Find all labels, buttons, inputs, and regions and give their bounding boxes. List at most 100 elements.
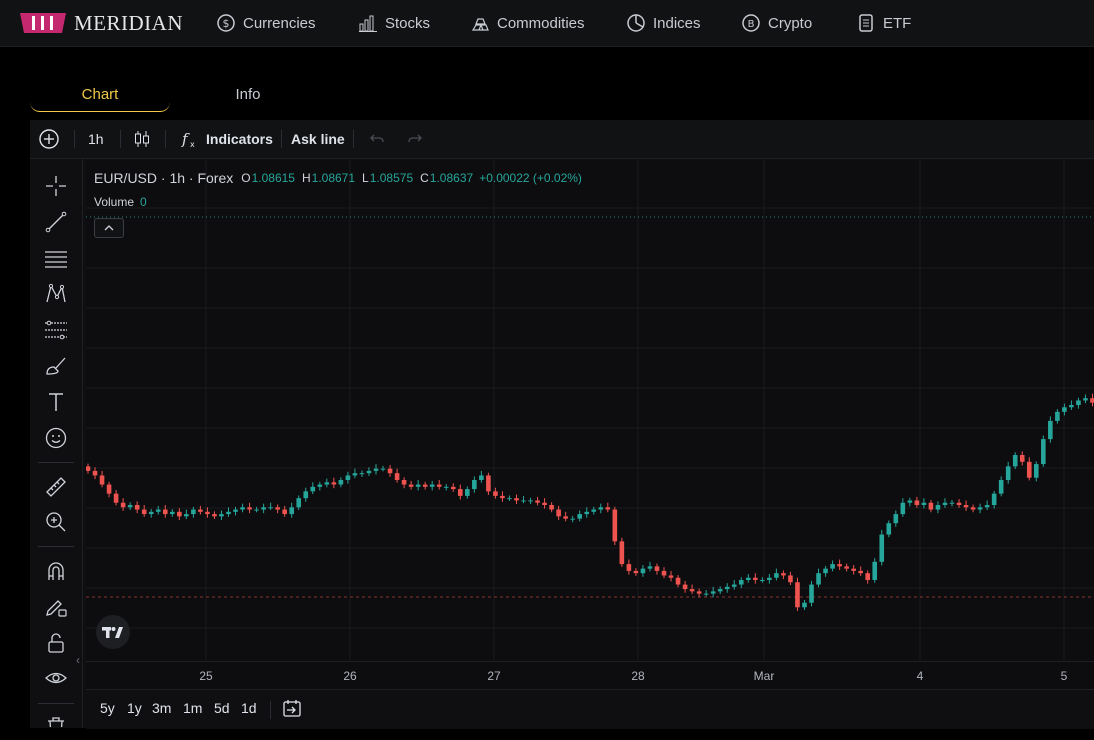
brush-tool[interactable]: [44, 354, 68, 378]
lock-tool[interactable]: [44, 631, 68, 655]
range-5d[interactable]: 5d: [214, 700, 230, 716]
candle-body: [268, 507, 273, 509]
add-symbol-button[interactable]: [38, 120, 60, 158]
indicators-label: Indicators: [206, 131, 273, 147]
visibility-tool[interactable]: [44, 666, 68, 690]
range-5y[interactable]: 5y: [100, 700, 115, 716]
crosshair-icon: [46, 176, 66, 196]
candle-body: [401, 480, 407, 485]
candle-body: [310, 486, 316, 492]
candle-body: [942, 502, 948, 505]
time-tick: Mar: [753, 669, 775, 683]
chart-type-button[interactable]: [133, 120, 151, 158]
nav-currencies[interactable]: $ Currencies: [216, 12, 316, 34]
candle-body: [338, 480, 344, 485]
nav-commodities[interactable]: Commodities: [470, 12, 585, 34]
nav-currencies-label: Currencies: [243, 14, 316, 32]
tv-logo-icon: [102, 627, 123, 638]
tab-info[interactable]: Info: [235, 86, 261, 103]
candle-body: [493, 491, 498, 496]
range-1m[interactable]: 1m: [183, 700, 203, 716]
document-icon: [859, 14, 873, 32]
candle-body: [858, 570, 863, 574]
svg-text:$: $: [223, 17, 230, 30]
pattern-tool[interactable]: [44, 282, 68, 306]
redo-icon: [408, 134, 422, 143]
candle-body: [956, 502, 962, 505]
candle-body: [528, 500, 533, 502]
ask-line-button[interactable]: Ask line: [291, 131, 345, 147]
lock-drawings-tool[interactable]: [44, 595, 68, 619]
fib-retracement-icon: [45, 320, 67, 340]
sidebar-collapse-button[interactable]: ‹: [76, 653, 80, 667]
sidebar-divider: [38, 703, 74, 704]
svg-text:x: x: [190, 140, 195, 149]
low-value: 1.08575: [369, 171, 414, 185]
candle-body: [450, 486, 456, 490]
meridian-logo-icon: [18, 11, 68, 35]
high-label: H: [301, 171, 311, 185]
trend-line-icon: [45, 211, 67, 233]
brand-logo[interactable]: MERIDIAN: [18, 10, 183, 36]
candle-body: [886, 523, 892, 535]
candle-body: [591, 509, 597, 512]
fib-tool[interactable]: [44, 318, 68, 342]
range-1y[interactable]: 1y: [127, 700, 142, 716]
nav-stocks[interactable]: Stocks: [358, 12, 430, 34]
candle-body: [317, 484, 323, 487]
measure-tool[interactable]: [44, 475, 68, 499]
range-3m[interactable]: 3m: [152, 700, 172, 716]
delete-tool[interactable]: [44, 715, 68, 727]
candle-body: [682, 584, 688, 590]
tradingview-logo[interactable]: [96, 615, 130, 649]
nav-crypto[interactable]: B Crypto: [741, 12, 812, 34]
candle-body: [570, 518, 575, 520]
volume-legend: Volume 0: [94, 195, 147, 209]
redo-button[interactable]: [406, 120, 424, 158]
nav-etf[interactable]: ETF: [856, 12, 911, 34]
horizontal-lines-tool[interactable]: [44, 246, 68, 270]
candle-body: [753, 577, 758, 580]
candle-body: [443, 486, 449, 488]
range-1d[interactable]: 1d: [241, 700, 257, 716]
go-to-date-button[interactable]: [282, 698, 302, 721]
collapse-legend-button[interactable]: [94, 218, 124, 238]
nav-indices[interactable]: Indices: [626, 12, 701, 34]
candle-body: [745, 577, 751, 580]
crosshair-tool[interactable]: [44, 174, 68, 198]
svg-text:f: f: [181, 130, 190, 148]
time-axis[interactable]: 25 26 27 28 Mar 4 5: [86, 661, 1094, 690]
time-tick: 26: [343, 669, 357, 683]
candle-body: [907, 500, 913, 503]
candle-body: [977, 507, 983, 510]
candle-body: [127, 505, 133, 508]
candle-body: [514, 498, 519, 501]
magnet-tool[interactable]: [44, 559, 68, 583]
chart-plot-area[interactable]: [85, 160, 1094, 688]
candle-body: [394, 473, 400, 480]
candle-body: [879, 534, 885, 562]
candle-body: [816, 573, 821, 585]
toolbar-divider: [165, 130, 166, 148]
pie-chart-icon: [627, 14, 645, 32]
low-label: L: [362, 171, 369, 185]
zoom-tool[interactable]: [44, 510, 68, 534]
candle-body: [717, 589, 723, 592]
candle-body: [500, 495, 505, 499]
emoji-tool[interactable]: [44, 426, 68, 450]
candle-body: [675, 577, 681, 585]
interval-button[interactable]: 1h: [88, 131, 104, 147]
text-tool[interactable]: [44, 390, 68, 414]
candle-body: [991, 493, 997, 505]
trend-line-tool[interactable]: [44, 210, 68, 234]
undo-button[interactable]: [368, 120, 386, 158]
tab-chart[interactable]: Chart: [30, 78, 170, 112]
nav-stocks-label: Stocks: [385, 14, 431, 32]
close-label: C: [420, 171, 429, 185]
candle-body: [465, 489, 470, 496]
candle-body: [1062, 407, 1067, 412]
candle-body: [359, 473, 365, 475]
